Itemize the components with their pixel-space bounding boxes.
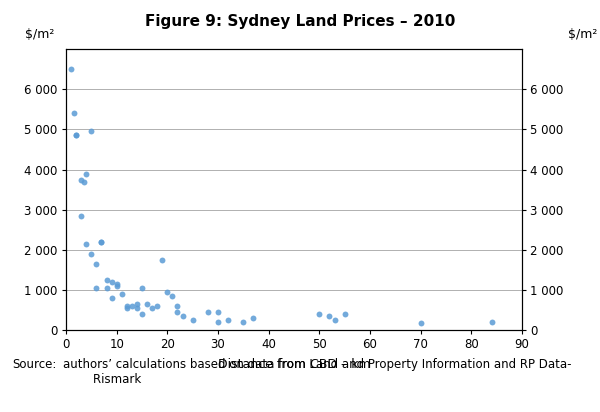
Point (102, 284, 112, 291)
Point (107, 278, 116, 285)
Text: authors’ calculations based on data from Land and Property Information and RP Da: authors’ calculations based on data from… (63, 358, 571, 386)
Point (112, 280, 121, 287)
Point (330, 316, 340, 323)
Text: Figure 9: Sydney Land Prices – 2010: Figure 9: Sydney Land Prices – 2010 (145, 14, 455, 29)
Point (92, 284, 101, 291)
Point (132, 304, 142, 311)
Point (157, 256, 167, 263)
Point (178, 312, 187, 319)
Point (163, 288, 172, 295)
Point (137, 310, 147, 317)
Point (107, 294, 116, 301)
Point (152, 302, 162, 309)
Point (314, 311, 324, 318)
Point (213, 309, 223, 316)
Text: Source:: Source: (12, 358, 56, 372)
Point (173, 308, 182, 315)
Point (76, 212, 86, 219)
X-axis label: Distance from CBD – km: Distance from CBD – km (218, 358, 370, 371)
Text: $/m²: $/m² (568, 28, 597, 41)
Point (76, 176, 86, 183)
Point (102, 276, 112, 283)
Point (92, 260, 101, 267)
Point (248, 314, 258, 321)
Point (122, 302, 131, 309)
Point (487, 318, 496, 325)
Point (86, 128, 96, 135)
Point (69, 110, 79, 117)
Point (148, 304, 157, 311)
Point (82, 240, 91, 247)
Point (132, 300, 142, 307)
Point (86, 250, 96, 257)
Point (173, 302, 182, 309)
Point (97, 238, 106, 245)
Point (340, 310, 349, 317)
Point (79, 178, 89, 185)
Point (213, 318, 223, 325)
Point (112, 282, 121, 289)
Point (66, 66, 76, 73)
Point (117, 290, 127, 297)
Point (71, 132, 81, 139)
Point (71, 132, 81, 139)
Point (325, 312, 334, 319)
Point (137, 284, 147, 291)
Point (122, 304, 131, 311)
Point (127, 302, 137, 309)
Point (167, 292, 177, 299)
Point (239, 318, 248, 325)
Point (188, 316, 197, 323)
Point (203, 308, 212, 315)
Point (416, 320, 425, 326)
Point (223, 316, 233, 323)
Point (97, 238, 106, 245)
Point (142, 300, 152, 307)
Point (82, 170, 91, 177)
Text: $/m²: $/m² (25, 28, 55, 41)
